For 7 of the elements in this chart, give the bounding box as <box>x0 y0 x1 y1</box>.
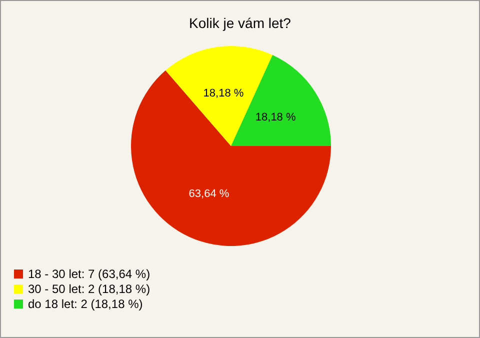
data-label: 63,64 % <box>188 188 230 200</box>
legend-label: 18 - 30 let: 7 (63,64 %) <box>28 267 150 281</box>
legend-label: 30 - 50 let: 2 (18,18 %) <box>28 282 150 296</box>
legend-label: do 18 let: 2 (18,18 %) <box>28 297 143 311</box>
data-label: 18,18 % <box>255 111 296 124</box>
chart-title: Kolik je vám let? <box>189 15 292 31</box>
data-label: 18,18 % <box>203 88 244 100</box>
